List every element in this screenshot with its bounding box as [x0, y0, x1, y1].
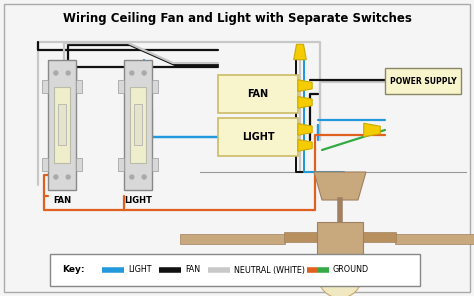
Bar	[152, 80, 158, 93]
Bar	[76, 80, 82, 93]
Text: NEUTRAL (WHITE): NEUTRAL (WHITE)	[234, 266, 305, 274]
Polygon shape	[298, 139, 312, 151]
Bar	[152, 157, 158, 170]
Circle shape	[54, 175, 58, 179]
Bar	[42, 157, 48, 170]
Text: GROUND: GROUND	[333, 266, 369, 274]
Polygon shape	[298, 123, 312, 135]
Bar	[76, 157, 82, 170]
Bar	[317, 222, 363, 258]
Circle shape	[66, 175, 70, 179]
Text: Key:: Key:	[62, 266, 84, 274]
Text: LIGHT: LIGHT	[128, 266, 152, 274]
Wedge shape	[318, 276, 362, 296]
Bar	[395, 234, 474, 244]
Bar	[55, 87, 70, 163]
Text: LIGHT: LIGHT	[242, 132, 274, 142]
Bar	[385, 68, 461, 94]
Bar	[180, 234, 285, 244]
Bar	[48, 60, 76, 190]
Text: FAN: FAN	[247, 89, 269, 99]
Polygon shape	[298, 80, 312, 91]
Circle shape	[54, 71, 58, 75]
Polygon shape	[294, 44, 306, 60]
Text: Wiring Ceiling Fan and Light with Separate Switches: Wiring Ceiling Fan and Light with Separa…	[63, 12, 411, 25]
Polygon shape	[298, 96, 312, 108]
Bar	[134, 104, 143, 145]
Bar	[124, 60, 152, 190]
Bar	[218, 118, 298, 156]
Circle shape	[66, 71, 70, 75]
Bar	[118, 80, 124, 93]
Circle shape	[142, 71, 146, 75]
Bar	[218, 75, 298, 113]
Circle shape	[130, 175, 134, 179]
Bar	[284, 232, 396, 242]
Circle shape	[130, 71, 134, 75]
Text: LIGHT: LIGHT	[124, 196, 152, 205]
Polygon shape	[314, 172, 366, 200]
Circle shape	[142, 175, 146, 179]
Bar	[118, 157, 124, 170]
Text: FAN: FAN	[185, 266, 200, 274]
Bar	[57, 104, 66, 145]
Bar	[130, 87, 146, 163]
Text: FAN: FAN	[53, 196, 71, 205]
Bar	[42, 80, 48, 93]
Polygon shape	[364, 123, 380, 137]
Bar	[50, 254, 420, 286]
Text: POWER SUPPLY: POWER SUPPLY	[390, 76, 456, 86]
